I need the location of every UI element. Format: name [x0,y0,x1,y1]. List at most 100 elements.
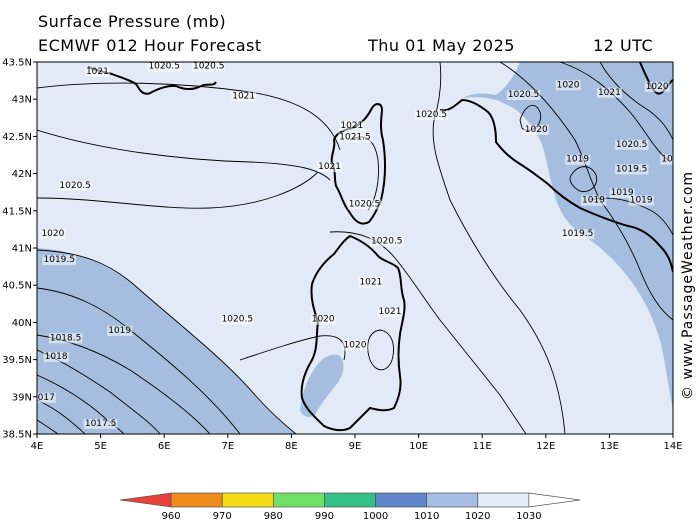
isobar-label-halo [377,307,403,318]
isobar-label-halo [84,66,110,77]
isobar-label: 1021 [232,91,255,101]
colorbar-segment [221,492,274,508]
pressure-band-1010-1020-sardinia-west [300,354,344,417]
lat-tick-label: 39N [12,392,32,403]
latitude-axis: 43.5N 43N 42.5N 42N 41.5N 41N 40.5N 40N 39.5N 39N… [2,58,37,441]
lon-tick-label: 10E [409,441,428,452]
isobar-label-halo [614,164,649,175]
isobar-label-halo [358,277,384,288]
isobar-label: 1020 [525,125,548,135]
isobar-label: 1019 [611,188,634,198]
pressure-band-1010-1020-southwest [37,248,296,434]
isobar-label: 1020 [557,80,580,90]
isobar-label: 1020.5 [371,237,403,247]
colorbar-segment [272,492,325,508]
isobar-label-halo [523,124,549,135]
isobar-label-halo [555,80,581,91]
isobar-label-halo [191,62,226,72]
isobar-label: 1019 [108,326,131,336]
isobar-label-halo [147,62,181,72]
isobar-label: 1019 [566,155,589,165]
lat-tick-label: 42N [12,169,32,180]
isobar-1020 [37,249,297,434]
isobar-label: 1019.5 [616,164,648,174]
isobar-label: 1021 [598,88,621,98]
isobar-label: 1020 [41,229,64,239]
isobar-label: 1017 [32,393,55,403]
lat-tick-label: 43N [12,95,32,106]
isobar-label: 1021 [359,277,382,287]
colorbar-tick-label: 970 [213,511,232,522]
lat-tick-label: 39.5N [2,355,32,366]
isobar-1021-northeast [599,62,673,141]
coast-corsica [330,103,387,225]
colorbar-tick-label: 980 [264,511,283,522]
coast-sardinia [300,234,406,432]
longitude-axis: 4E 5E 6E 7E 8E 9E 10E 11E 12E 13E 14E [31,434,683,452]
isobar-label: 1018 [45,352,68,362]
isobar-label-halo [83,418,118,429]
isobar-1020_5-north [37,129,331,181]
isobar-label-halo [414,110,449,121]
colorbar-tick-label: 990 [315,511,334,522]
isobar-label: 1019 [630,196,653,206]
lat-tick-label: 38.5N [2,430,32,441]
isobar-label-halo [560,229,595,240]
colorbar-tick-label: 1010 [414,511,439,522]
colorbar-arrow-high [528,492,581,508]
lon-tick-label: 11E [473,441,492,452]
isobar-1021-west [37,82,341,151]
lon-tick-label: 13E [600,441,619,452]
isobar-label-halo [48,333,83,344]
isobar-label: 1020.5 [222,315,254,325]
lat-tick-label: 40.5N [2,281,32,292]
isobar-label: 1020 [312,315,335,325]
isobar-label: 1019 [582,196,605,206]
isobar-1017 [37,419,59,434]
lon-tick-label: 5E [94,441,107,452]
pressure-colorbar: 960 970 980 990 1000 1010 1020 1030 [119,492,581,522]
isobar-label-halo [220,314,255,325]
isobar-label: 1021 [340,121,363,131]
isobar-label: 1020.5 [59,181,91,191]
isobar-label: 1020.5 [416,110,448,120]
isobar-1019-closed [569,166,598,193]
lon-tick-label: 7E [221,441,234,452]
isobar-1019-southeast [589,197,673,236]
lat-tick-label: 41.5N [2,206,32,217]
isobar-label: 1019.5 [44,255,76,265]
isobar-label-halo [506,89,541,100]
isobar-label: 1021.5 [339,132,371,142]
isobar-label: 1021 [318,162,341,172]
lat-tick-label: 42.5N [2,132,32,143]
coast-italy [439,98,673,273]
lat-tick-label: 40N [12,318,32,329]
isobar-label: 1020 [344,341,367,351]
colorbar-segment [477,492,530,508]
colorbar-segment [170,492,223,508]
isobar-label-halo [310,314,336,325]
isobar-label: 1020.5 [349,199,381,209]
isobar-label-halo [644,81,670,92]
model-run-label: ECMWF 012 Hour Forecast [38,36,262,55]
isobar-label: 1019.5 [562,229,594,239]
isobar-label-halo [614,139,649,150]
colorbar-tick-label: 1000 [363,511,388,522]
isobar-label: 1017.5 [85,419,117,429]
lon-tick-label: 14E [663,441,682,452]
isobar-label: 1020 [646,82,669,92]
lon-tick-label: 6E [158,441,171,452]
colorbar-tick-label: 1020 [465,511,490,522]
isobar-label-halo [107,325,133,336]
isobar-label-halo [317,162,343,173]
colorbar-segment [375,492,428,508]
colorbar-segment [324,492,376,508]
isobar-label-halo [581,195,607,206]
isobar-label-halo [628,195,654,206]
isobar-1020_5-northeast [559,62,669,161]
isobar-label: 1020.5 [193,62,225,72]
colorbar-tick-label: 960 [162,511,181,522]
